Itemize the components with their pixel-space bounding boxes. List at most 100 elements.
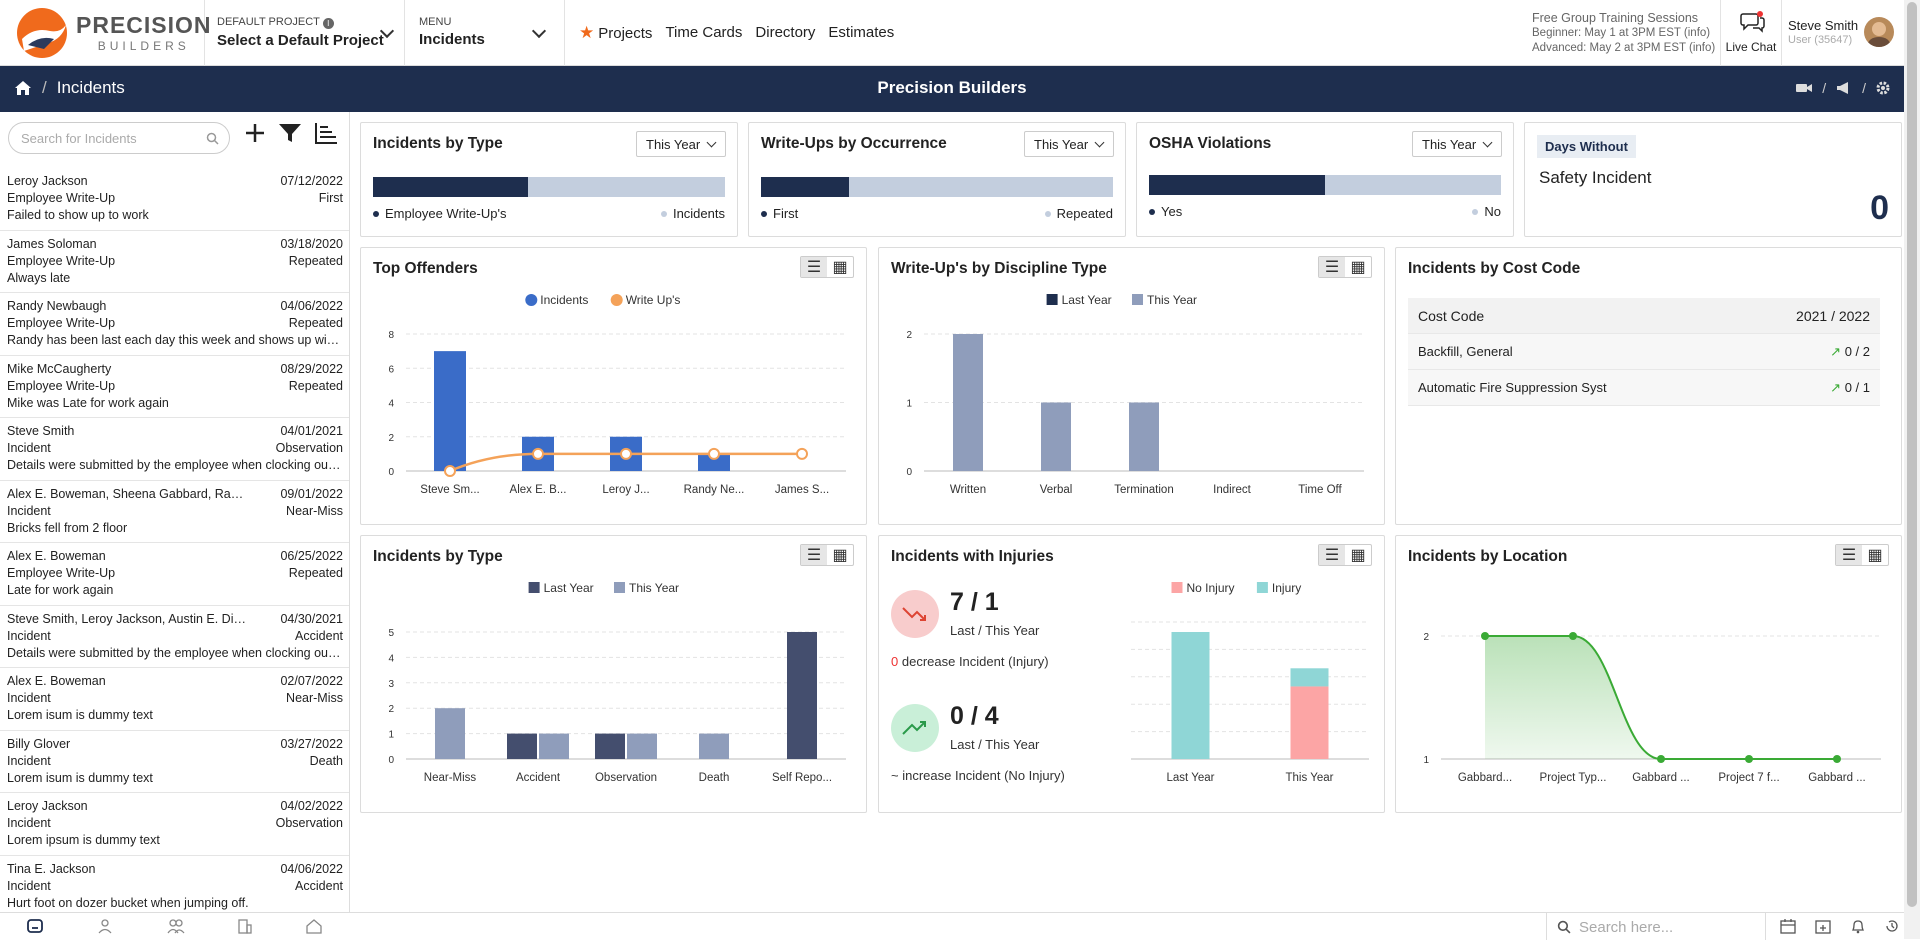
- bar: [1129, 402, 1159, 471]
- menu-dropdown[interactable]: MENU Incidents: [405, 0, 565, 66]
- legend-right: Repeated: [1044, 206, 1113, 221]
- star-icon[interactable]: ★: [579, 22, 595, 42]
- x-tick-label: Gabbard ...: [1632, 772, 1690, 784]
- menu-label: MENU: [419, 15, 452, 28]
- megaphone-icon[interactable]: [1836, 81, 1852, 95]
- dashboard-icon[interactable]: [27, 918, 43, 934]
- company-logo[interactable]: PRECISION BUILDERS: [0, 0, 211, 66]
- y-tick-label: 4: [388, 653, 394, 664]
- list-item[interactable]: Steve Smith 04/01/2021 Incident Observation…: [0, 418, 349, 481]
- page-title: Incidents: [56, 78, 125, 97]
- default-project-value: Select a Default Project: [217, 31, 384, 49]
- list-item[interactable]: Tina E. Jackson 04/06/2022 Incident Acciden…: [0, 856, 349, 918]
- video-icon[interactable]: [1796, 82, 1813, 94]
- list-item[interactable]: Alex E. Boweman 06/25/2022 Employee Write-…: [0, 543, 349, 606]
- user-id: User (35647): [1788, 34, 1853, 46]
- ratio-bar-fill: [761, 177, 849, 197]
- list-item[interactable]: Billy Glover 03/27/2022 Incident Death Lorem…: [0, 731, 349, 793]
- list-item[interactable]: Alex E. Boweman, Sheena Gabbard, Randy N…: [0, 481, 349, 543]
- incident-desc: Late for work again: [7, 583, 114, 597]
- legend-right: No: [1472, 204, 1501, 219]
- no-injury-stat-sub: Last / This Year: [950, 737, 1040, 752]
- legend-label: This Year: [629, 581, 679, 595]
- incident-type: Employee Write-Up: [7, 378, 116, 393]
- training-beginner[interactable]: Beginner: May 1 at 3PM EST (info): [1532, 27, 1711, 39]
- incident-status: Repeated: [288, 566, 343, 580]
- card-title: Write-Ups by Occurrence: [761, 135, 947, 152]
- users-icon[interactable]: [167, 918, 185, 934]
- history-icon[interactable]: [1884, 918, 1900, 934]
- x-tick-label: Project 7 f...: [1718, 772, 1779, 784]
- search-input[interactable]: Search for Incidents: [8, 122, 230, 154]
- list-item[interactable]: Randy Newbaugh 04/06/2022 Employee Write-U…: [0, 293, 349, 356]
- search-placeholder: Search for Incidents: [21, 131, 137, 146]
- global-search-input[interactable]: Search here...: [1546, 913, 1766, 940]
- chart-view-icon[interactable]: ☰: [801, 257, 827, 277]
- chart-view-icon[interactable]: ☰: [1319, 545, 1345, 565]
- view-toggle: ☰ ▦: [1835, 544, 1889, 566]
- info-icon[interactable]: i: [322, 17, 334, 29]
- chart-view-icon[interactable]: ☰: [1836, 545, 1862, 565]
- page-scrollbar[interactable]: [1904, 0, 1920, 939]
- trend-up-icon: ↗: [1830, 379, 1842, 395]
- card-title: Incidents by Type: [373, 135, 503, 152]
- scrollbar-thumb[interactable]: [1907, 2, 1917, 907]
- incident-status: Death: [309, 753, 343, 768]
- list-item[interactable]: Leroy Jackson 07/12/2022 Employee Write-Up…: [0, 168, 349, 231]
- user-menu[interactable]: Steve Smith User (35647): [1788, 18, 1858, 46]
- gear-icon[interactable]: [1876, 81, 1890, 95]
- bell-icon[interactable]: [1850, 918, 1866, 934]
- calendar-add-icon[interactable]: [1815, 918, 1831, 934]
- filter-icon[interactable]: [278, 122, 302, 144]
- line-point: [620, 447, 632, 460]
- incident-name: Steve Smith: [7, 424, 75, 438]
- sidebar-tools: [244, 122, 338, 144]
- table-view-icon[interactable]: ▦: [1350, 547, 1366, 564]
- building-icon[interactable]: [237, 918, 253, 934]
- training-advanced[interactable]: Advanced: May 2 at 3PM EST (info): [1532, 42, 1716, 54]
- table-view-icon[interactable]: ▦: [1867, 547, 1883, 564]
- list-item[interactable]: James Soloman 03/18/2020 Employee Write-Up…: [0, 231, 349, 293]
- worker-icon[interactable]: [97, 918, 113, 934]
- ratio-bar: [761, 177, 1113, 197]
- list-item[interactable]: Steve Smith, Leroy Jackson, Austin E. Di…: [0, 606, 349, 668]
- list-item[interactable]: Leroy Jackson 04/02/2022 Incident Observati…: [0, 793, 349, 856]
- card-osha-violations: OSHA Violations This Year Yes No: [1136, 122, 1514, 237]
- nav-time-cards[interactable]: Time Cards: [665, 24, 743, 41]
- year-select[interactable]: This Year: [1412, 131, 1502, 157]
- table-row[interactable]: Backfill, General ↗ 0 / 2: [1408, 334, 1880, 370]
- table-row[interactable]: Automatic Fire Suppression Syst ↗ 0 / 1: [1408, 370, 1880, 406]
- incident-status: Repeated: [288, 316, 343, 330]
- table-view-icon[interactable]: ▦: [832, 547, 848, 564]
- x-tick-label: Verbal: [1040, 484, 1073, 496]
- home-icon[interactable]: [14, 80, 32, 96]
- live-chat-button[interactable]: Live Chat: [1720, 0, 1782, 66]
- line-point: [1657, 755, 1665, 763]
- default-project-dropdown[interactable]: DEFAULT PROJECT i Select a Default Proje…: [205, 0, 405, 66]
- nav-projects[interactable]: ★ Projects: [579, 22, 653, 42]
- home-outline-icon[interactable]: [305, 918, 323, 934]
- y-tick-label: 0: [388, 755, 394, 766]
- list-item[interactable]: Alex E. Boweman 02/07/2022 Incident Near-Mi…: [0, 668, 349, 731]
- sort-icon[interactable]: [314, 122, 338, 144]
- table-view-icon[interactable]: ▦: [832, 259, 848, 276]
- add-icon[interactable]: [244, 122, 266, 144]
- avatar[interactable]: [1864, 17, 1894, 47]
- year-select[interactable]: This Year: [636, 131, 726, 157]
- x-tick-label: This Year: [1286, 772, 1334, 784]
- incident-list: Leroy Jackson 07/12/2022 Employee Write-Up…: [0, 168, 349, 918]
- year-select[interactable]: This Year: [1024, 131, 1114, 157]
- chart-view-icon[interactable]: ☰: [1319, 257, 1345, 277]
- list-item[interactable]: Mike McCaugherty 08/29/2022 Employee Write…: [0, 356, 349, 418]
- nav-directory[interactable]: Directory: [755, 24, 816, 41]
- incident-desc: Lorem isum is dummy text: [7, 770, 153, 785]
- incident-status: Near-Miss: [286, 691, 343, 705]
- table-view-icon[interactable]: ▦: [1350, 259, 1366, 276]
- incident-desc: Details were submitted by the employee w…: [7, 458, 342, 472]
- calendar-icon[interactable]: [1780, 918, 1796, 934]
- card-discipline-type: Write-Up's by Discipline Type ☰ ▦ Last Ye…: [878, 247, 1385, 525]
- nav-estimates[interactable]: Estimates: [828, 24, 895, 41]
- chart-view-icon[interactable]: ☰: [801, 545, 827, 565]
- incident-status: Repeated: [288, 378, 343, 393]
- menu-value: Incidents: [419, 30, 485, 48]
